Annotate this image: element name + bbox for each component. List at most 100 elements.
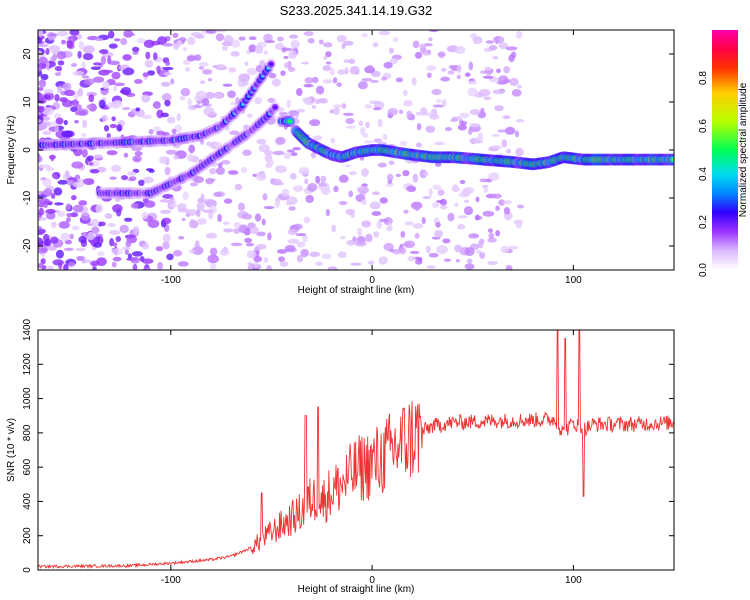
heatmap-speckle [329, 267, 335, 270]
heatmap-speckle [127, 253, 133, 260]
heatmap-speckle [333, 185, 339, 193]
heatmap-speckle [345, 208, 355, 216]
heatmap-speckle [425, 245, 431, 254]
heatmap-speckle [389, 248, 395, 253]
x-tick-label: 100 [565, 275, 582, 286]
heatmap-speckle [104, 213, 113, 219]
heatmap-speckle [121, 175, 128, 181]
heatmap-speckle [344, 164, 352, 168]
heatmap-speckle [38, 56, 48, 64]
heatmap-speckle [370, 70, 381, 78]
heatmap-speckle [485, 40, 494, 44]
heatmap-speckle [186, 209, 198, 217]
heatmap-speckle [515, 221, 523, 229]
snr-x-axis: -100 0 100 [161, 330, 582, 586]
heatmap-speckle [416, 123, 422, 131]
heatmap-speckle [82, 119, 87, 129]
snr-frame [37, 329, 675, 571]
spectrogram-x-axis: -100 0 100 [161, 30, 582, 286]
heatmap-speckle [309, 119, 321, 127]
y-tick-label: 10 [22, 96, 33, 108]
heatmap-speckle [113, 242, 118, 248]
heatmap-speckle [50, 236, 59, 244]
heatmap-speckle [50, 154, 55, 162]
heatmap-speckle [133, 225, 140, 235]
heatmap-speckle [44, 238, 52, 247]
y-tick-label: -10 [22, 190, 33, 205]
heatmap-speckle [122, 67, 135, 76]
heatmap-speckle [238, 36, 246, 41]
heatmap-speckle [223, 35, 234, 45]
heatmap-speckle [361, 199, 367, 206]
heatmap-speckle [209, 263, 217, 270]
heatmap-speckle [383, 61, 393, 69]
heatmap-speckle [42, 178, 52, 187]
spectrogram-heatmap [38, 30, 674, 270]
heatmap-speckle [459, 112, 470, 119]
heatmap-speckle [111, 261, 117, 268]
heatmap-speckle [288, 206, 296, 211]
heatmap-speckle [432, 104, 445, 108]
heatmap-speckle [38, 36, 43, 44]
heatmap-speckle [81, 148, 88, 158]
heatmap-speckle [263, 205, 275, 210]
heatmap-speckle [341, 103, 347, 109]
heatmap-speckle [432, 184, 442, 190]
heatmap-speckle [361, 168, 369, 177]
heatmap-speckle [300, 248, 309, 258]
heatmap-speckle [46, 212, 56, 220]
heatmap-speckle [283, 55, 289, 60]
heatmap-speckle [460, 120, 468, 126]
heatmap-speckle [144, 60, 154, 68]
heatmap-speckle [90, 66, 102, 71]
heatmap-speckle [289, 172, 297, 180]
heatmap-speckle [447, 212, 455, 222]
heatmap-speckle [302, 234, 308, 243]
heatmap-speckle [414, 232, 420, 239]
heatmap-speckle [392, 36, 398, 43]
heatmap-speckle [288, 66, 296, 73]
heatmap-speckle [96, 257, 107, 266]
heatmap-speckle [435, 221, 441, 228]
heatmap-speckle [365, 121, 370, 129]
heatmap-speckle [274, 165, 287, 173]
heatmap-speckle [46, 265, 54, 270]
heatmap-speckle [91, 226, 100, 234]
heatmap-speckle [426, 72, 432, 79]
heatmap-speckle [97, 251, 105, 257]
heatmap-speckle [402, 169, 410, 177]
heatmap-speckle [230, 51, 240, 57]
heatmap-speckle [162, 42, 173, 47]
heatmap-speckle [205, 232, 218, 239]
heatmap-speckle [272, 182, 284, 186]
heatmap-speckle [395, 173, 402, 178]
heatmap-speckle [38, 79, 47, 88]
heatmap-speckle [307, 183, 318, 192]
heatmap-speckle [439, 205, 448, 210]
heatmap-speckle [115, 236, 121, 243]
heatmap-speckle [372, 107, 382, 111]
heatmap-speckle [131, 251, 143, 257]
heatmap-speckle [369, 100, 381, 105]
heatmap-speckle [54, 202, 64, 206]
heatmap-speckle [180, 87, 191, 97]
heatmap-speckle [209, 247, 218, 256]
heatmap-speckle [165, 60, 171, 67]
heatmap-speckle [109, 176, 117, 180]
heatmap-speckle [435, 98, 442, 104]
heatmap-speckle [290, 40, 300, 49]
heatmap-speckle [74, 110, 87, 116]
heatmap-speckle [56, 51, 67, 60]
heatmap-speckle [53, 187, 63, 196]
heatmap-speckle [344, 67, 349, 75]
heatmap-speckle [447, 70, 455, 75]
heatmap-speckle [338, 174, 349, 183]
heatmap-speckle [42, 116, 51, 121]
heatmap-speckle [125, 240, 132, 248]
heatmap-speckle [503, 66, 511, 74]
heatmap-speckle [474, 214, 480, 221]
heatmap-speckle [222, 83, 233, 87]
heatmap-speckle [111, 116, 116, 122]
heatmap-speckle [38, 62, 47, 70]
heatmap-speckle [511, 89, 522, 97]
